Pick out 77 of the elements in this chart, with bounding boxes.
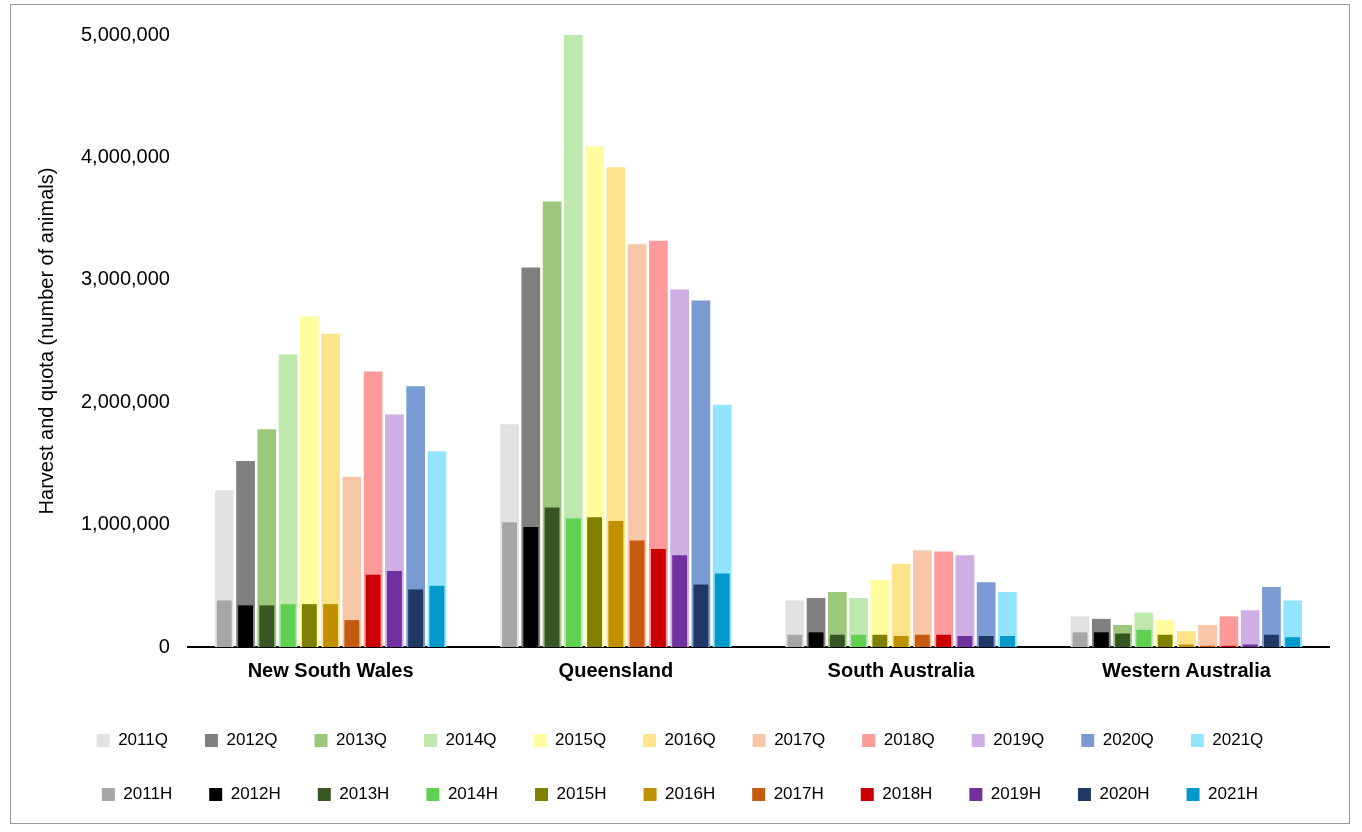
legend-label: 2018H bbox=[882, 784, 933, 804]
bar bbox=[565, 518, 581, 647]
legend-label: 2014Q bbox=[445, 730, 497, 750]
bar bbox=[408, 589, 424, 647]
y-tick-label: 5,000,000 bbox=[80, 22, 170, 45]
bar bbox=[216, 600, 232, 647]
x-tick-label: South Australia bbox=[827, 658, 976, 681]
bar bbox=[1219, 616, 1239, 647]
legend-label: 2016Q bbox=[664, 730, 716, 750]
legend-label: 2012Q bbox=[226, 730, 278, 750]
legend-label: 2012H bbox=[230, 784, 281, 804]
bar bbox=[957, 635, 973, 647]
bar bbox=[650, 549, 666, 647]
bar bbox=[365, 574, 381, 647]
bar bbox=[1240, 610, 1260, 647]
legend-label: 2013Q bbox=[335, 730, 388, 750]
legend-label: 2016H bbox=[665, 784, 716, 804]
bar bbox=[1072, 632, 1088, 647]
y-tick-label: 4,000,000 bbox=[80, 144, 170, 167]
bar bbox=[429, 585, 445, 647]
legend-label: 2018Q bbox=[883, 730, 935, 750]
legend-label: 2020Q bbox=[1102, 730, 1154, 750]
bar bbox=[1000, 635, 1015, 647]
legend-label: 2011Q bbox=[118, 730, 168, 750]
bar bbox=[672, 555, 688, 647]
bar bbox=[629, 540, 645, 647]
y-tick-label: 1,000,000 bbox=[80, 512, 170, 535]
bar bbox=[934, 551, 953, 647]
bar bbox=[299, 316, 319, 647]
bar bbox=[1157, 634, 1173, 647]
y-tick-label: 0 bbox=[158, 634, 170, 657]
bar bbox=[587, 517, 603, 647]
bar bbox=[1136, 629, 1152, 647]
legend-label: 2019Q bbox=[993, 730, 1045, 750]
bar bbox=[978, 635, 994, 647]
bar bbox=[851, 634, 867, 647]
bar bbox=[693, 584, 709, 647]
legend-label: 2015H bbox=[556, 784, 607, 804]
bar bbox=[914, 634, 930, 647]
y-tick-label: 3,000,000 bbox=[80, 267, 170, 290]
bar bbox=[829, 634, 845, 647]
bar bbox=[1285, 637, 1301, 647]
y-axis-title: Harvest and quota (number of animals) bbox=[34, 167, 57, 515]
bar bbox=[321, 333, 340, 647]
bar bbox=[344, 620, 360, 647]
bar bbox=[301, 604, 317, 647]
legend-label: 2014H bbox=[447, 784, 498, 804]
bar bbox=[893, 635, 909, 647]
bar bbox=[936, 634, 952, 647]
bar bbox=[386, 571, 402, 647]
legend-label: 2021Q bbox=[1212, 730, 1264, 750]
x-tick-label: New South Wales bbox=[247, 658, 414, 681]
bar bbox=[323, 604, 339, 647]
bar bbox=[913, 550, 932, 647]
bar bbox=[714, 573, 730, 647]
bar bbox=[280, 604, 296, 647]
legend-label: 2017Q bbox=[774, 730, 826, 750]
bar bbox=[608, 520, 624, 647]
legend-label: 2015Q bbox=[555, 730, 607, 750]
legend-label: 2020H bbox=[1099, 784, 1150, 804]
bar bbox=[1177, 631, 1196, 647]
bar bbox=[1115, 633, 1131, 647]
legend-label: 2013H bbox=[339, 784, 390, 804]
bar bbox=[259, 605, 275, 647]
y-tick-label: 2,000,000 bbox=[80, 389, 170, 412]
bar bbox=[872, 634, 888, 647]
legend-label: 2021H bbox=[1208, 784, 1259, 804]
legend-label: 2017H bbox=[773, 784, 824, 804]
x-tick-label: Western Australia bbox=[1101, 658, 1272, 681]
legend-label: 2011H bbox=[123, 784, 173, 804]
bar bbox=[1198, 624, 1217, 647]
legend-label: 2019H bbox=[990, 784, 1041, 804]
bar bbox=[502, 522, 517, 647]
bar bbox=[544, 507, 560, 647]
bar bbox=[1263, 634, 1279, 647]
bar bbox=[787, 634, 803, 647]
x-tick-label: Queensland bbox=[558, 658, 674, 681]
